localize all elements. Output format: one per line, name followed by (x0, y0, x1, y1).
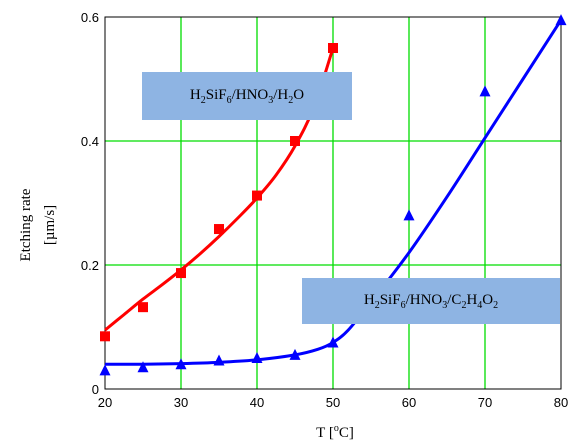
x-axis-title: T [oC] (316, 423, 354, 441)
y-axis-title-line2: [µm/s] (42, 205, 58, 245)
y-tick-label: 0.2 (81, 258, 99, 273)
y-tick-label: 0.4 (81, 134, 99, 149)
data-point-square (252, 190, 262, 201)
data-point-triangle (403, 209, 415, 221)
data-point-square (100, 331, 110, 342)
x-tick-label: 60 (402, 395, 416, 410)
x-tick-label: 30 (174, 395, 188, 410)
legend-blue-text: H2SiF6/HNO3/C2H4O2 (363, 291, 499, 311)
x-axis-ticks: 20 30 40 50 60 70 80 (98, 395, 568, 410)
data-point-triangle (137, 361, 149, 373)
data-markers (99, 14, 567, 376)
x-tick-label: 20 (98, 395, 112, 410)
y-axis-title-line1: Etching rate (18, 188, 34, 261)
data-point-triangle (213, 354, 225, 366)
x-tick-label: 80 (554, 395, 568, 410)
y-axis-ticks: 0 0.2 0.4 0.6 (81, 10, 99, 397)
data-point-triangle (289, 348, 301, 360)
data-point-triangle (175, 358, 187, 370)
legend-red-text: H2SiF6/HNO3/H2O (189, 86, 305, 106)
data-point-square (290, 136, 300, 146)
data-point-square (138, 302, 148, 313)
data-point-triangle (327, 336, 339, 348)
x-tick-label: 50 (326, 395, 340, 410)
data-point-square (328, 43, 338, 53)
legend-label-blue-series: H2SiF6/HNO3/C2H4O2 (302, 278, 560, 324)
y-axis-title: Etching rate [µm/s] (18, 188, 58, 261)
data-point-triangle (99, 364, 111, 376)
data-point-triangle (479, 85, 491, 97)
data-point-triangle (251, 352, 263, 363)
x-tick-label: 70 (478, 395, 492, 410)
plot-frame (104, 16, 562, 390)
y-tick-label: 0 (92, 382, 99, 397)
data-point-square (214, 224, 224, 235)
y-tick-label: 0.6 (81, 10, 99, 25)
legend-label-red-series: H2SiF6/HNO3/H2O (142, 72, 352, 120)
data-point-square (176, 268, 186, 279)
data-point-triangle (555, 14, 567, 26)
x-tick-label: 40 (250, 395, 264, 410)
